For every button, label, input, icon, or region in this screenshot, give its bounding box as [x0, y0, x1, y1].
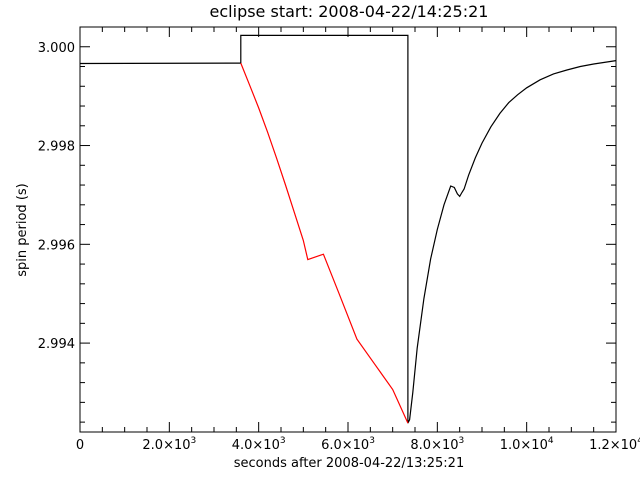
y-tick-label: 2.994 — [38, 337, 75, 352]
x-tick-label: 2.0×103 — [142, 436, 196, 453]
x-tick-label: 8.0×103 — [410, 436, 464, 453]
x-axis-label: seconds after 2008-04-22/13:25:21 — [234, 456, 464, 471]
x-tick-label: 4.0×103 — [232, 436, 286, 453]
chart-title: eclipse start: 2008-04-22/14:25:21 — [210, 2, 489, 21]
y-tick-label: 3.000 — [38, 41, 75, 56]
series-line-1 — [79, 34, 617, 424]
x-tick-label: 1.2×104 — [589, 436, 640, 453]
series-line-2 — [240, 62, 409, 424]
x-tick-label: 0 — [76, 438, 84, 453]
y-axis-label: spin period (s) — [15, 183, 30, 276]
x-tick-label: 1.0×104 — [500, 436, 554, 453]
x-tick-label: 6.0×103 — [321, 436, 375, 453]
y-tick-label: 2.998 — [38, 140, 75, 155]
plot-frame — [79, 26, 617, 433]
y-tick-label: 2.996 — [38, 238, 75, 253]
